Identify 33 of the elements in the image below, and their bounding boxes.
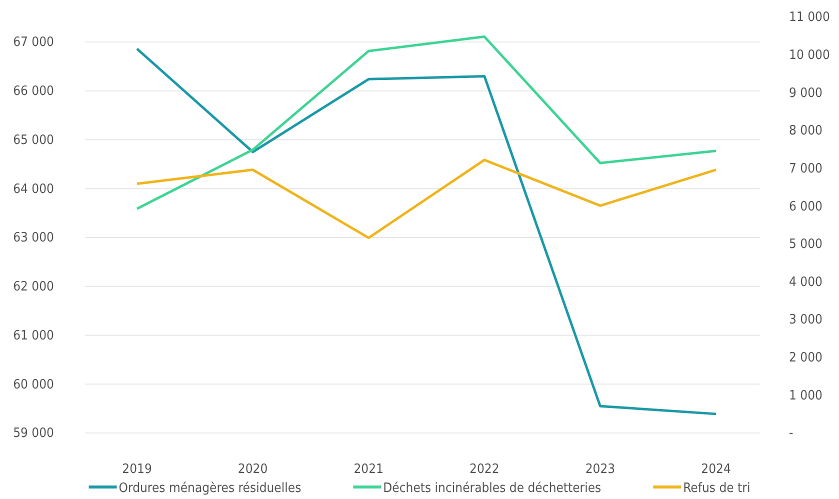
y2-tick-label: - (789, 426, 794, 442)
y2-tick-label: 7 000 (789, 161, 822, 176)
y2-tick-label: 10 000 (789, 48, 830, 63)
y-tick-label: 64 000 (13, 182, 54, 197)
y-tick-label: 65 000 (13, 132, 54, 148)
y2-tick-label: 4 000 (789, 274, 822, 290)
y2-tick-label: 6 000 (789, 199, 822, 214)
y2-tick-label: 1 000 (789, 388, 822, 404)
y2-tick-label: 5 000 (789, 237, 822, 252)
legend-label: Refus de tri (683, 481, 750, 496)
legend-label: Déchets incinérables de déchetteries (383, 481, 602, 496)
x-tick-label: 2022 (470, 462, 500, 478)
x-tick-label: 2019 (122, 462, 152, 478)
y2-tick-label: 11 000 (789, 10, 830, 26)
y-tick-label: 66 000 (13, 84, 54, 100)
y-tick-label: 59 000 (13, 426, 54, 442)
x-tick-label: 2023 (585, 462, 616, 478)
line-series (136, 48, 718, 416)
y2-tick-label: 8 000 (789, 124, 822, 139)
x-tick-label: 2024 (701, 462, 731, 478)
x-tick-label: 2020 (238, 462, 268, 478)
line-series (136, 35, 718, 210)
legend-label: Ordures ménagères résiduelles (118, 481, 302, 496)
y-tick-label: 61 000 (13, 328, 54, 344)
y2-tick-label: 9 000 (789, 86, 822, 101)
y2-tick-label: 2 000 (789, 350, 822, 366)
y-tick-label: 63 000 (13, 230, 54, 246)
y-tick-label: 67 000 (13, 35, 54, 50)
y-tick-label: 60 000 (13, 377, 54, 392)
y2-tick-label: 3 000 (789, 312, 822, 328)
y-tick-label: 62 000 (13, 280, 54, 295)
x-tick-label: 2021 (354, 462, 384, 478)
line-series (136, 158, 718, 240)
